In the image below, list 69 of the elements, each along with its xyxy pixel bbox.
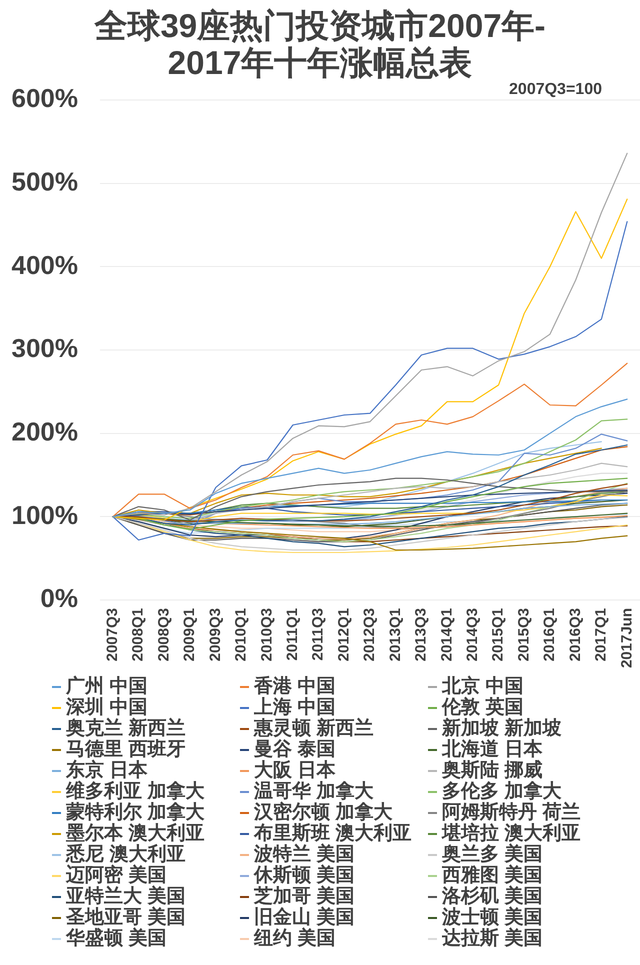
x-tick-label: 2010Q1 [232, 608, 250, 662]
legend-label: 维多利亚 加拿大 [66, 781, 204, 802]
legend-label: 圣地亚哥 美国 [66, 907, 186, 928]
y-tick-label: 100% [12, 500, 78, 530]
legend-label: 波特兰 美国 [254, 844, 354, 865]
legend-label: 广州 中国 [66, 676, 148, 697]
legend-label: 奥斯陆 挪威 [442, 760, 542, 781]
x-tick-label: 2012Q1 [335, 608, 352, 662]
legend-label: 西雅图 美国 [442, 865, 542, 886]
legend-label: 波士顿 美国 [442, 907, 542, 928]
legend-label: 深圳 中国 [66, 697, 148, 718]
x-tick-label: 2010Q3 [258, 608, 276, 662]
x-tick-label: 2017Jun [618, 608, 636, 668]
x-tick-label: 2007Q3 [104, 608, 121, 662]
x-tick-label: 2009Q3 [206, 608, 224, 662]
chart-subtitle: 2007Q3=100 [509, 81, 602, 98]
y-tick-label: 500% [12, 166, 78, 197]
chart-title: 全球39座热门投资城市2007年-2017年十年涨幅总表 [94, 7, 546, 81]
legend-label: 迈阿密 美国 [66, 865, 166, 886]
legend-label: 堪培拉 澳大利亚 [442, 823, 580, 844]
y-tick-label: 200% [12, 416, 78, 447]
legend-label: 奥克兰 新西兰 [66, 718, 186, 739]
y-tick-label: 400% [12, 250, 78, 280]
x-tick-label: 2013Q1 [386, 608, 404, 662]
x-tick-label: 2009Q1 [181, 608, 198, 662]
legend-label: 芝加哥 美国 [254, 886, 354, 907]
y-tick-label: 300% [12, 333, 78, 364]
y-tick-label: 0% [40, 583, 78, 614]
x-tick-label: 2015Q3 [515, 608, 532, 662]
legend-label: 大阪 日本 [254, 760, 336, 781]
legend-label: 汉密尔顿 加拿大 [254, 802, 392, 823]
legend-label: 曼谷 泰国 [254, 739, 336, 760]
x-tick-label: 2011Q3 [310, 608, 327, 661]
legend-label: 悉尼 澳大利亚 [66, 844, 186, 865]
legend-label: 东京 日本 [66, 760, 148, 781]
x-tick-label: 2008Q3 [155, 608, 172, 662]
legend-label: 休斯顿 美国 [254, 865, 354, 886]
legend-label: 奥兰多 美国 [442, 844, 542, 865]
legend-label: 新加坡 新加坡 [442, 718, 562, 739]
legend-label: 阿姆斯特丹 荷兰 [442, 802, 580, 823]
legend-label: 北海道 日本 [442, 739, 542, 760]
legend-label: 伦敦 英国 [442, 697, 524, 718]
x-tick-label: 2008Q1 [130, 608, 147, 662]
x-tick-label: 2014Q1 [438, 608, 456, 662]
legend-label: 华盛顿 美国 [66, 928, 166, 949]
x-tick-label: 2016Q3 [566, 608, 584, 662]
legend-label: 北京 中国 [442, 676, 524, 697]
x-tick-label: 2012Q3 [361, 608, 378, 662]
legend-label: 惠灵顿 新西兰 [254, 718, 374, 739]
legend-label: 香港 中国 [254, 676, 336, 697]
legend-label: 亚特兰大 美国 [66, 886, 186, 907]
legend-label: 多伦多 加拿大 [442, 781, 562, 802]
legend-label: 上海 中国 [254, 697, 336, 718]
legend-label: 布里斯班 澳大利亚 [254, 823, 412, 844]
x-tick-label: 2013Q3 [412, 608, 430, 662]
x-tick-label: 2014Q3 [464, 608, 481, 662]
legend-label: 马德里 西班牙 [66, 739, 186, 760]
x-tick-label: 2015Q1 [490, 608, 507, 662]
x-tick-label: 2017Q1 [592, 608, 610, 662]
legend-label: 达拉斯 美国 [442, 928, 542, 949]
y-tick-label: 600% [12, 83, 78, 114]
x-tick-label: 2011Q1 [284, 608, 301, 661]
x-tick-label: 2016Q1 [541, 608, 558, 662]
legend-label: 旧金山 美国 [254, 907, 354, 928]
legend-label: 墨尔本 澳大利亚 [66, 823, 204, 844]
legend-label: 蒙特利尔 加拿大 [66, 802, 204, 823]
legend-label: 纽约 美国 [254, 928, 336, 949]
legend-label: 温哥华 加拿大 [254, 781, 374, 802]
legend-label: 洛杉矶 美国 [442, 886, 542, 907]
